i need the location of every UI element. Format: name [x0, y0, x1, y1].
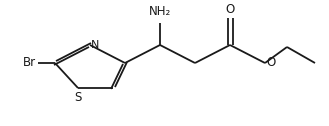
- Text: N: N: [91, 40, 99, 50]
- Text: S: S: [74, 91, 82, 104]
- Text: O: O: [225, 3, 235, 16]
- Text: NH₂: NH₂: [149, 5, 171, 18]
- Text: Br: Br: [23, 56, 36, 70]
- Text: O: O: [266, 56, 275, 70]
